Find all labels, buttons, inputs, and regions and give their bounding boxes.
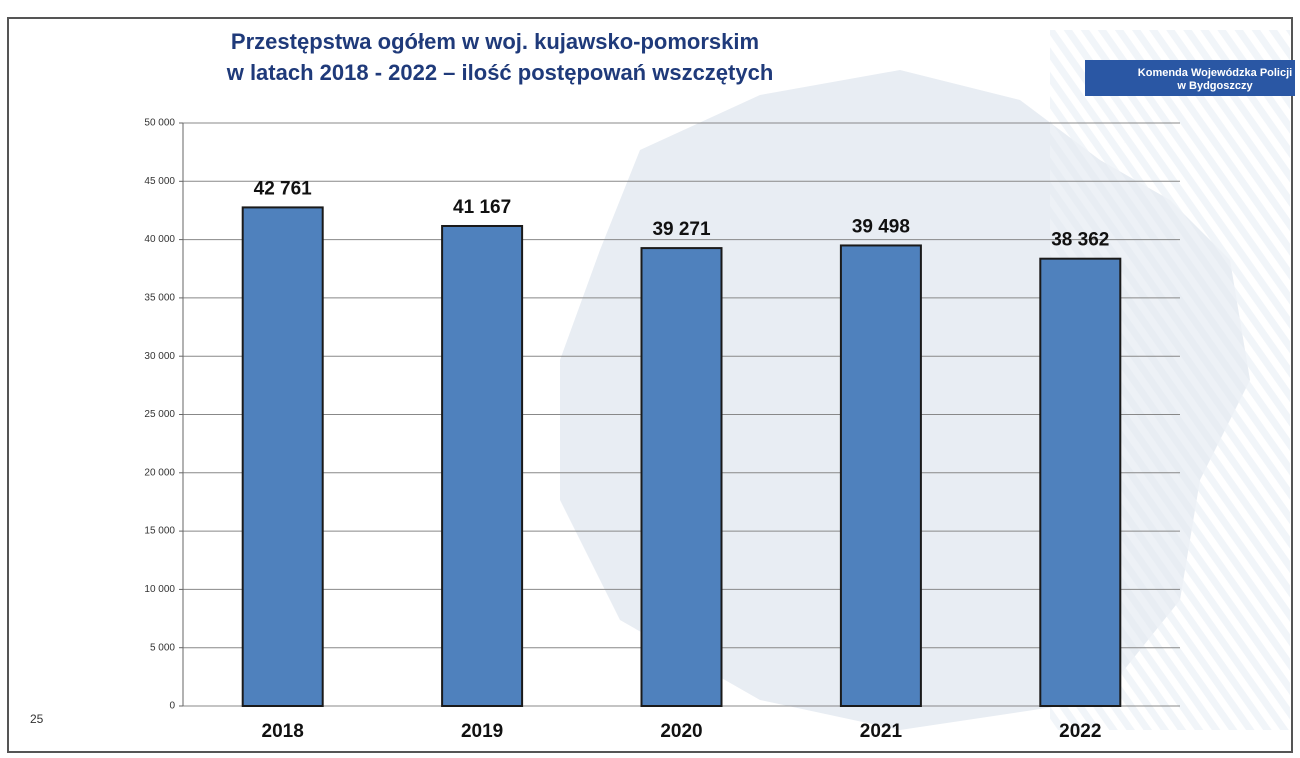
value-label: 39 271	[652, 219, 711, 240]
bar	[441, 224, 524, 708]
value-label: 38 362	[1051, 230, 1109, 251]
page-number: 25	[30, 712, 44, 726]
y-tick-label: 15 000	[144, 526, 175, 537]
y-tick-label: 0	[169, 701, 175, 712]
badge-text: Komenda Wojewódzka Policji	[1138, 67, 1292, 79]
value-label: 41 167	[453, 197, 511, 218]
chart-title: Przestępstwa ogółem w woj. kujawsko-pomo…	[231, 29, 759, 54]
x-tick-label: 2021	[860, 721, 903, 742]
bar	[839, 244, 922, 708]
y-tick-label: 50 000	[144, 118, 175, 129]
y-tick-label: 25 000	[144, 409, 175, 420]
y-tick-label: 30 000	[144, 351, 175, 362]
x-tick-label: 2022	[1059, 721, 1101, 742]
badge-text: w Bydgoszczy	[1176, 80, 1253, 92]
y-tick-label: 40 000	[144, 234, 175, 245]
y-tick-label: 10 000	[144, 584, 175, 595]
x-tick-label: 2020	[660, 721, 702, 742]
y-tick-label: 35 000	[144, 293, 175, 304]
chart-subtitle: w latach 2018 - 2022 – ilość postępowań …	[226, 60, 774, 85]
bar	[640, 247, 723, 708]
bar	[241, 206, 324, 707]
y-tick-label: 20 000	[144, 467, 175, 478]
x-tick-label: 2018	[262, 721, 304, 742]
y-tick-label: 45 000	[144, 176, 175, 187]
badge-box	[1085, 60, 1295, 96]
value-label: 39 498	[852, 216, 910, 237]
bar	[1039, 257, 1122, 707]
x-tick-label: 2019	[461, 721, 503, 742]
value-label: 42 761	[254, 178, 313, 199]
y-tick-label: 5 000	[150, 642, 175, 653]
